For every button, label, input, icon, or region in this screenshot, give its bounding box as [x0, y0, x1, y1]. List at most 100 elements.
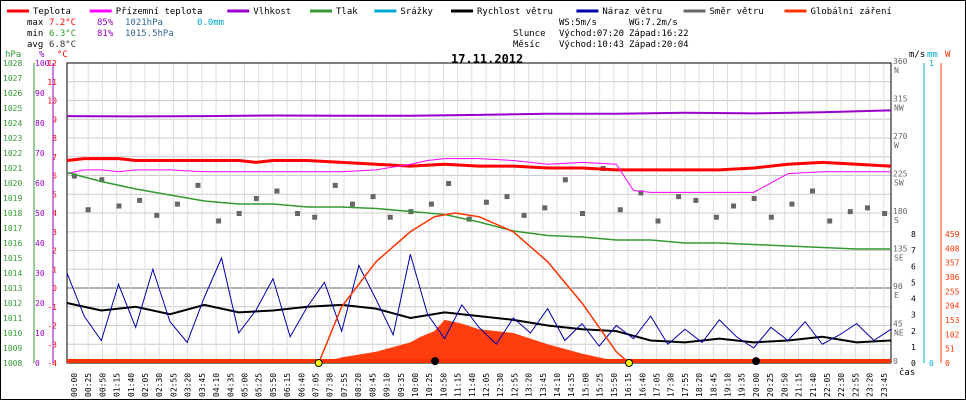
hpa-tick: 1019 — [3, 194, 22, 203]
w-tick: 102 — [945, 330, 960, 339]
x-tick: 21:15 — [795, 373, 804, 397]
hpa-tick: 1025 — [3, 104, 22, 113]
ms-tick: 7 — [911, 246, 916, 255]
temp-tick: 8 — [52, 134, 57, 143]
x-tick: 14:35 — [567, 373, 576, 397]
x-tick: 07:05 — [312, 373, 321, 397]
wind-direction-point — [295, 211, 301, 216]
avg-temp: 6.8°C — [49, 40, 76, 50]
temp-tick: -4 — [47, 359, 57, 368]
legend-label: Náraz větru — [602, 7, 662, 17]
wind-direction-point — [789, 201, 795, 207]
temp-tick: -2 — [47, 322, 57, 331]
pct-tick: 10 — [35, 329, 45, 338]
dir-tick: 0 — [893, 357, 898, 366]
dir-tick: 360 — [893, 57, 908, 66]
hpa-tick: 1027 — [3, 74, 22, 83]
temp-tick: 4 — [52, 209, 57, 218]
wind-gust: WG:7.2m/s — [629, 18, 678, 28]
legend-label: Směr větru — [710, 7, 764, 17]
moon-set: Západ:20:04 — [629, 40, 689, 50]
w-tick: 51 — [945, 345, 955, 354]
wind-direction-point — [864, 205, 870, 211]
wind-direction-point — [349, 201, 355, 207]
pct-tick: 30 — [35, 269, 45, 278]
temp-tick: 12 — [47, 59, 57, 68]
wind-direction-point — [154, 212, 160, 218]
hpa-tick: 1024 — [3, 119, 22, 128]
hpa-tick: 1021 — [3, 164, 22, 173]
wind-direction-point — [580, 211, 585, 216]
x-tick: 17:05 — [652, 373, 661, 397]
legend-label: Vlhkost — [253, 7, 291, 17]
max-temp: 7.2°C — [49, 18, 76, 28]
wind-direction-point — [99, 177, 105, 183]
min-label: min — [27, 29, 43, 39]
sun-moon-marker — [314, 359, 323, 367]
x-tick: 20:50 — [780, 373, 789, 397]
radiation-baseline — [67, 359, 891, 363]
sun-set: Západ:16:22 — [629, 29, 689, 39]
series-line — [317, 212, 630, 364]
x-tick: 10:25 — [425, 373, 434, 397]
wind-direction-point — [638, 190, 644, 196]
x-tick: 17:55 — [681, 373, 690, 397]
dir-label: S — [894, 216, 899, 225]
x-tick: 13:20 — [525, 373, 534, 397]
x-tick: 18:45 — [709, 373, 718, 397]
dir-label: SE — [894, 254, 904, 263]
x-tick: 05:00 — [240, 373, 249, 397]
x-tick: 12:05 — [482, 373, 491, 397]
pct-tick: 0 — [35, 359, 40, 368]
pct-tick: 40 — [35, 239, 45, 248]
series-line — [66, 157, 892, 172]
x-tick: 02:30 — [155, 373, 164, 397]
series-line — [66, 158, 891, 193]
temp-tick: 11 — [47, 78, 57, 87]
moon-rise: Východ:10:43 — [559, 40, 624, 50]
hpa-tick: 1012 — [3, 299, 22, 308]
wind-direction-point — [116, 203, 122, 209]
hpa-tick: 1022 — [3, 149, 22, 158]
hpa-tick: 1010 — [3, 329, 22, 338]
hpa-tick: 1011 — [3, 314, 22, 323]
wind-direction-point — [751, 196, 757, 201]
x-tick: 17:30 — [667, 373, 676, 397]
x-tick: 22:55 — [851, 373, 860, 397]
mm-unit: mm — [927, 50, 938, 60]
w-unit: W — [945, 50, 951, 60]
wind-direction-point — [137, 197, 143, 203]
hpa-tick: 1026 — [3, 89, 22, 98]
legend-label: Přízemní teplota — [116, 7, 203, 17]
wind-direction-point — [562, 177, 568, 183]
w-tick: 459 — [945, 230, 960, 239]
sun-rise: Východ:07:20 — [559, 29, 624, 39]
temp-tick: 0 — [52, 284, 57, 293]
max-hum: 85% — [97, 18, 114, 28]
hpa-tick: 1014 — [3, 269, 22, 278]
x-tick: 04:35 — [226, 373, 235, 397]
x-tick: 15:00 — [581, 373, 590, 397]
pct-tick: 100 — [35, 59, 50, 68]
wind-direction-point — [768, 214, 774, 220]
w-tick: 408 — [945, 244, 960, 253]
wind-direction-point — [542, 205, 548, 211]
x-tick: 07:55 — [340, 373, 349, 397]
x-tick: 02:05 — [141, 373, 150, 397]
min-temp: 6.3°C — [49, 29, 76, 39]
x-tick: 05:25 — [255, 373, 264, 397]
x-tick: 03:45 — [198, 373, 207, 397]
wind-direction-point — [312, 214, 318, 220]
wind-direction-point — [216, 218, 222, 224]
ms-tick: 4 — [911, 295, 916, 304]
w-tick: 204 — [945, 302, 960, 311]
pct-tick: 20 — [35, 299, 45, 308]
x-tick: 11:15 — [454, 373, 463, 397]
dir-tick: 90 — [893, 282, 903, 291]
min-hum: 81% — [97, 29, 114, 39]
wind-direction-point — [236, 211, 242, 216]
x-tick: 00:25 — [84, 373, 93, 397]
x-tick: 01:15 — [113, 373, 122, 397]
legend-label: Globální záření — [811, 7, 892, 17]
